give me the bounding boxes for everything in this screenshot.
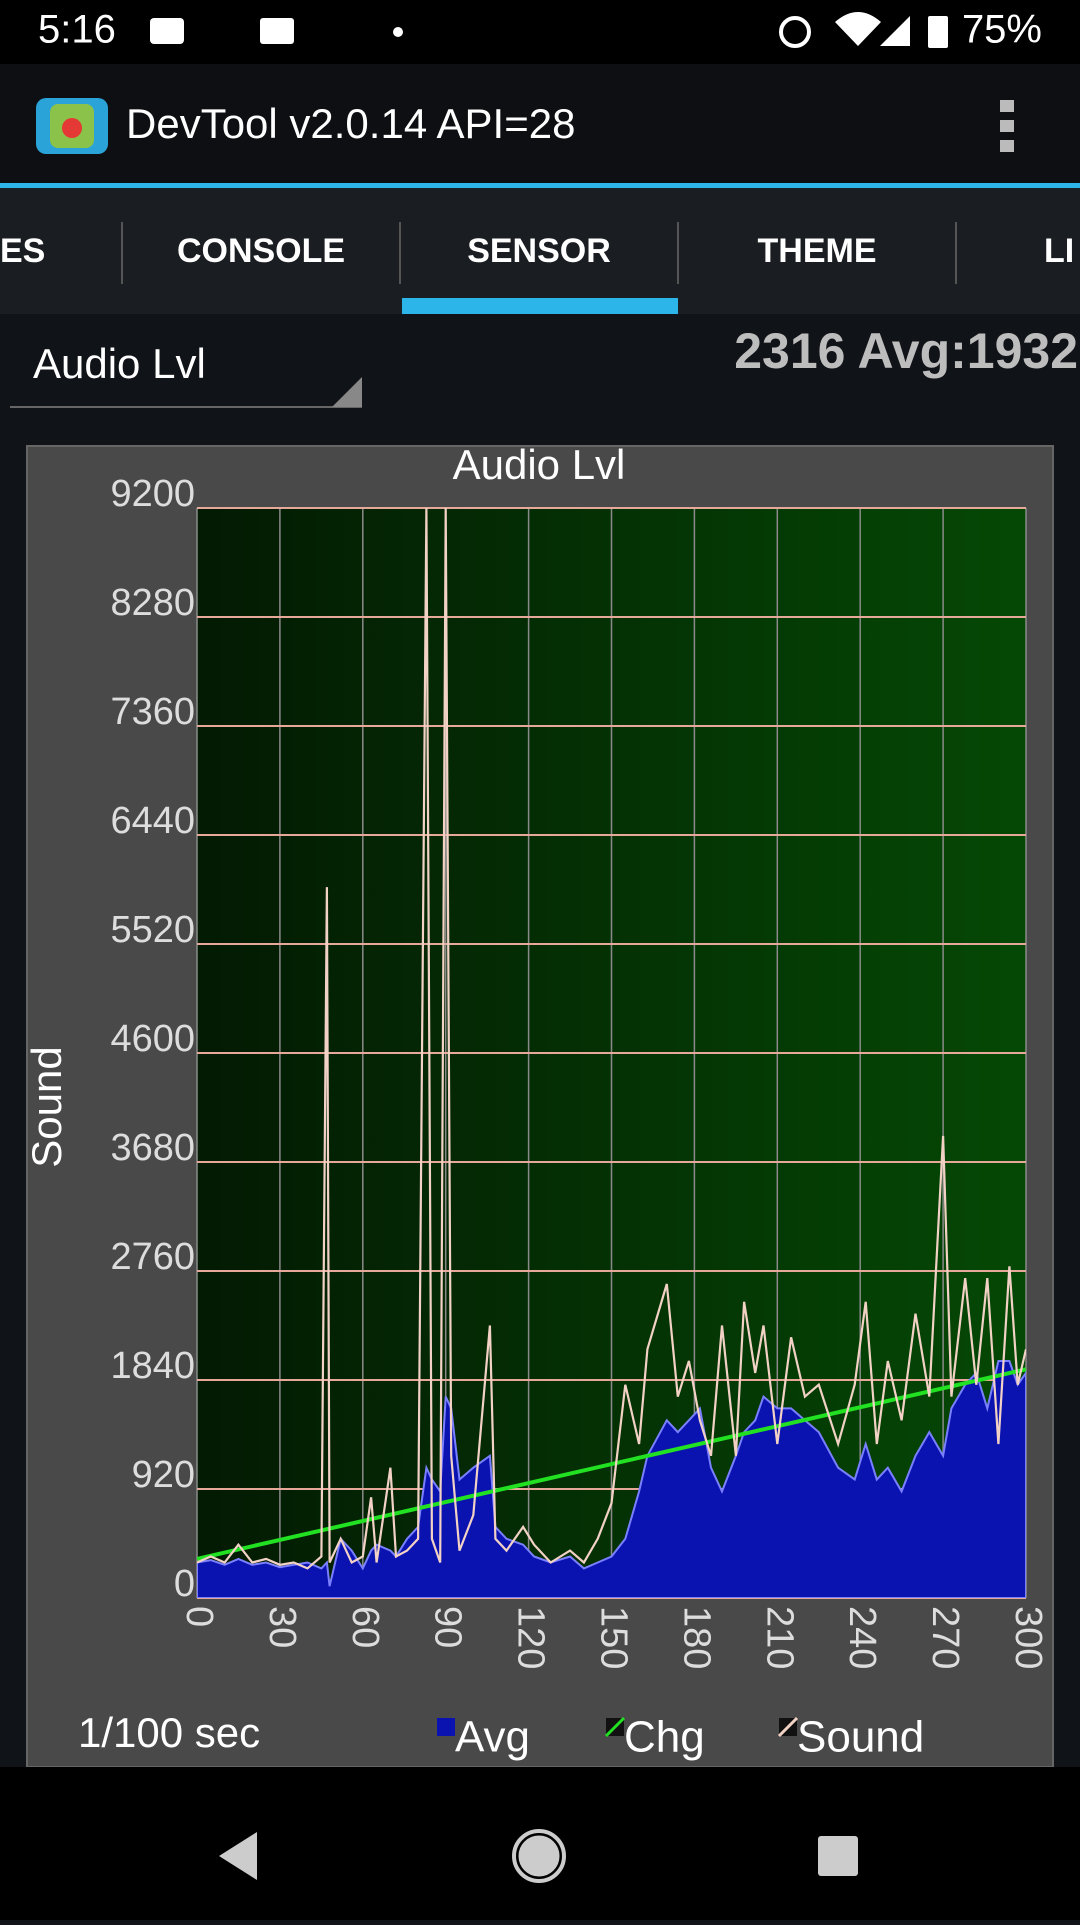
nav-home-ring <box>512 1829 566 1883</box>
chart-title: Audio Lvl <box>453 441 626 488</box>
app-title: DevTool v2.0.14 API=28 <box>126 100 575 147</box>
legend-swatch <box>437 1718 455 1736</box>
x-tick-label: 90 <box>427 1606 469 1648</box>
wifi-icon <box>835 12 881 46</box>
tab-dividers <box>121 222 957 284</box>
app-bar-divider <box>0 183 1080 188</box>
legend-swatch-line <box>777 1716 799 1738</box>
data <box>197 508 1026 1598</box>
status-icon <box>260 18 294 44</box>
legend-label: Avg <box>455 1713 530 1762</box>
line-series <box>197 508 1026 1570</box>
tab-indicator <box>402 298 678 314</box>
y-tick-label: 920 <box>132 1454 195 1496</box>
legend: Avg Chg Sound <box>437 1713 924 1762</box>
x-tick-label: 0 <box>178 1606 220 1627</box>
x-axis-title: 1/100 sec <box>78 1709 260 1756</box>
x-tick-label: 150 <box>592 1606 634 1669</box>
nav-recents[interactable] <box>818 1836 858 1876</box>
overflow-menu[interactable] <box>1000 100 1014 152</box>
reading: 2316 Avg:1932 <box>734 323 1078 379</box>
x-tick-label: 180 <box>675 1606 717 1669</box>
app-icon <box>36 98 108 154</box>
legend-swatch-line <box>604 1716 626 1738</box>
tab[interactable]: THEME <box>758 232 877 270</box>
x-tick-label: 240 <box>841 1606 883 1669</box>
tab[interactable]: SENSOR <box>467 232 611 270</box>
y-tick-label: 5520 <box>110 909 195 951</box>
y-tick-label: 2760 <box>110 1236 195 1278</box>
legend-label: Chg <box>624 1713 705 1762</box>
nav-back[interactable] <box>219 1832 257 1880</box>
y-tick-label: 4600 <box>110 1018 195 1060</box>
status-time: 5:16 <box>38 8 116 52</box>
line-series <box>197 1367 1026 1561</box>
area-series <box>197 1360 1026 1598</box>
legend-label: Sound <box>797 1713 924 1762</box>
tab[interactable]: CONSOLE <box>177 232 345 270</box>
x-tick-label: 300 <box>1007 1606 1049 1669</box>
status-icon <box>779 16 811 48</box>
x-tick-label: 270 <box>924 1606 966 1669</box>
x-tick-label: 30 <box>261 1606 303 1648</box>
x-tick-label: 60 <box>344 1606 386 1648</box>
tab[interactable]: LI <box>1044 232 1074 270</box>
tab-bar <box>0 188 1080 314</box>
y-tick-label: 7360 <box>110 691 195 733</box>
y-tick-label: 8280 <box>110 582 195 624</box>
x-tick-label: 210 <box>758 1606 800 1669</box>
y-tick-label: 0 <box>174 1563 195 1605</box>
status-battery: 75% <box>962 8 1042 52</box>
y-tick-label: 1840 <box>110 1345 195 1387</box>
sensor-selector[interactable]: Audio Lvl <box>33 340 206 387</box>
app-bar <box>0 64 1080 186</box>
tab[interactable]: ES <box>0 232 45 270</box>
y-tick-label: 6440 <box>110 800 195 842</box>
signal-icon <box>880 16 910 46</box>
grid <box>196 507 1027 1599</box>
status-icon <box>393 27 403 37</box>
battery-icon <box>928 16 948 48</box>
y-tick-label: 3680 <box>110 1127 195 1169</box>
status-icon <box>150 18 184 44</box>
nav-home[interactable] <box>515 1832 563 1880</box>
selector-arrow <box>332 377 362 407</box>
y-axis-title: Sound <box>23 1046 70 1167</box>
y-tick-label: 9200 <box>110 473 195 515</box>
x-tick-label: 120 <box>510 1606 552 1669</box>
